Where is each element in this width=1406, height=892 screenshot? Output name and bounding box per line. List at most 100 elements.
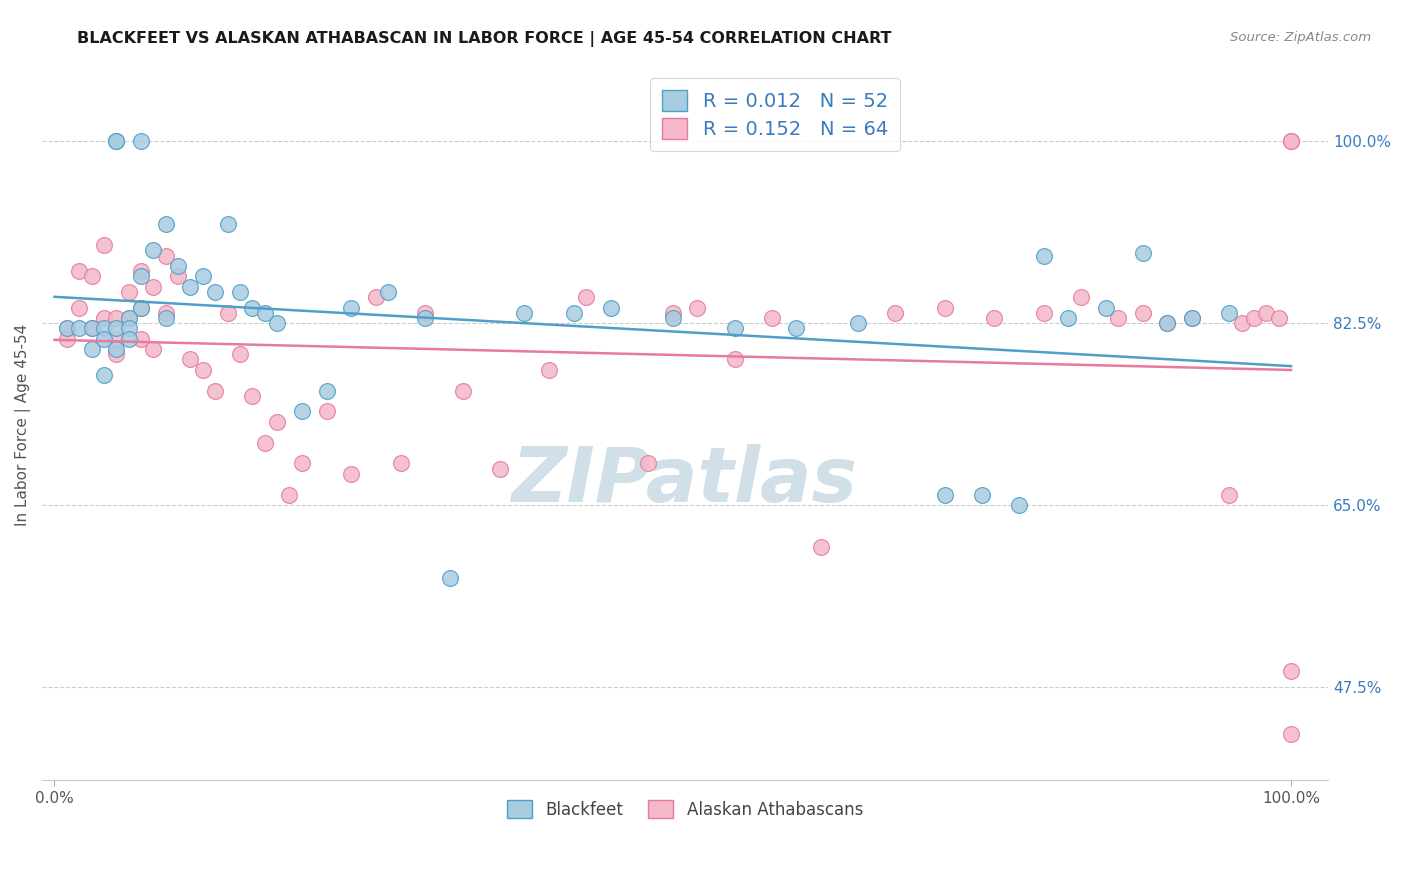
Point <box>723 352 745 367</box>
Point <box>278 487 301 501</box>
Point <box>1279 664 1302 678</box>
Point <box>1243 310 1265 325</box>
Point <box>1008 498 1031 512</box>
Point <box>240 301 263 315</box>
Point <box>93 332 115 346</box>
Point <box>266 415 288 429</box>
Point <box>723 321 745 335</box>
Point <box>884 306 907 320</box>
Point <box>983 310 1005 325</box>
Point <box>129 301 152 315</box>
Point <box>155 248 177 262</box>
Point <box>204 285 226 299</box>
Point <box>488 461 510 475</box>
Point <box>340 301 363 315</box>
Point <box>934 301 956 315</box>
Point <box>155 310 177 325</box>
Point <box>810 540 832 554</box>
Point <box>1256 306 1278 320</box>
Point <box>1156 316 1178 330</box>
Point <box>415 310 437 325</box>
Point <box>1094 301 1116 315</box>
Point <box>415 306 437 320</box>
Point <box>93 310 115 325</box>
Point <box>118 332 141 346</box>
Point <box>291 404 314 418</box>
Point <box>315 404 337 418</box>
Point <box>389 456 412 470</box>
Point <box>80 342 103 356</box>
Point <box>56 321 79 335</box>
Text: ZIPatlas: ZIPatlas <box>512 444 858 518</box>
Point <box>439 571 461 585</box>
Point <box>291 456 314 470</box>
Point <box>575 290 598 304</box>
Point <box>67 264 90 278</box>
Point <box>1279 726 1302 740</box>
Point <box>142 342 165 356</box>
Point <box>970 487 993 501</box>
Point <box>118 285 141 299</box>
Point <box>1230 316 1253 330</box>
Point <box>240 389 263 403</box>
Point <box>105 332 128 346</box>
Point <box>1132 246 1154 260</box>
Point <box>1032 248 1054 262</box>
Point <box>167 259 190 273</box>
Point <box>513 306 536 320</box>
Point <box>118 321 141 335</box>
Point <box>67 321 90 335</box>
Point <box>846 316 869 330</box>
Point <box>204 384 226 398</box>
Point <box>266 316 288 330</box>
Point <box>661 310 683 325</box>
Point <box>1218 306 1240 320</box>
Point <box>1279 134 1302 148</box>
Point <box>142 279 165 293</box>
Point <box>56 321 79 335</box>
Point <box>934 487 956 501</box>
Point <box>93 321 115 335</box>
Point <box>155 306 177 320</box>
Point <box>600 301 623 315</box>
Point <box>364 290 387 304</box>
Point <box>661 306 683 320</box>
Point <box>93 238 115 252</box>
Point <box>67 301 90 315</box>
Point <box>761 310 783 325</box>
Point <box>80 269 103 284</box>
Point <box>155 218 177 232</box>
Point <box>785 321 807 335</box>
Point <box>315 384 337 398</box>
Point <box>1218 487 1240 501</box>
Point <box>1132 306 1154 320</box>
Point <box>1156 316 1178 330</box>
Point <box>1181 310 1204 325</box>
Point <box>129 134 152 148</box>
Point <box>80 321 103 335</box>
Point <box>217 218 239 232</box>
Point <box>191 269 214 284</box>
Point <box>562 306 585 320</box>
Point <box>129 332 152 346</box>
Point <box>105 321 128 335</box>
Point <box>105 342 128 356</box>
Point <box>340 467 363 481</box>
Point <box>1107 310 1129 325</box>
Point <box>191 363 214 377</box>
Point <box>105 134 128 148</box>
Point <box>451 384 474 398</box>
Point <box>56 332 79 346</box>
Point <box>229 347 252 361</box>
Point <box>142 244 165 258</box>
Point <box>167 269 190 284</box>
Point <box>1279 134 1302 148</box>
Point <box>686 301 709 315</box>
Point <box>80 321 103 335</box>
Point <box>217 306 239 320</box>
Legend: Blackfeet, Alaskan Athabascans: Blackfeet, Alaskan Athabascans <box>501 793 870 825</box>
Point <box>538 363 561 377</box>
Point <box>1057 310 1080 325</box>
Point <box>229 285 252 299</box>
Point <box>253 435 276 450</box>
